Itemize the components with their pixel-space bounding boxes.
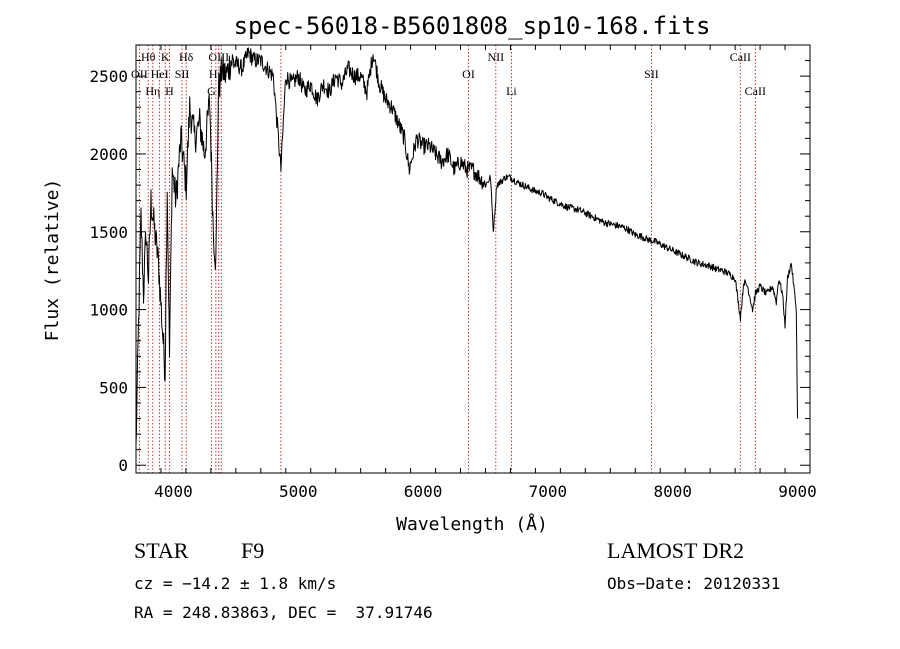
y-tick-label: 2500 [89,67,128,86]
series-layer [135,47,798,445]
x-tick-label: 9000 [778,482,817,501]
marker-label-10: G [207,84,216,98]
marker-label-15: CaII [730,50,751,64]
x-axis: 4000 5000 6000 7000 8000 9000 [135,45,817,501]
series-line-spectrum [135,47,798,445]
y-tick-label: 0 [118,456,128,475]
x-tick-label: 7000 [529,482,568,501]
y-axis-label: Flux (relative) [42,179,63,342]
y-axis: 0 500 1000 1500 2000 2500 [89,44,810,475]
x-tick-label: 5000 [279,482,318,501]
object-class: STAR [134,538,189,563]
line-markers: HθOIIHηKHeIHHδSIIOIIIHγGNIIOILiSIICaIICa… [131,45,766,473]
cz-value: cz = −14.2 ± 1.8 km/s [134,574,337,593]
y-tick-label: 2000 [89,145,128,164]
marker-label-16: CaII [745,84,766,98]
y-tick-label: 500 [99,378,128,397]
x-tick-label: 4000 [154,482,193,501]
marker-label-1: OII [131,67,148,81]
obs-date: Obs−Date: 20120331 [607,574,781,593]
marker-label-14: SII [644,67,659,81]
x-tick-label: 8000 [653,482,692,501]
x-axis-label: Wavelength (Å) [396,513,548,535]
object-subclass: F9 [241,538,265,563]
chart-title: spec-56018-B5601808_sp10-168.fits [234,12,711,40]
marker-label-11: NII [488,50,505,64]
marker-label-3: K [161,50,170,64]
y-tick-label: 1500 [89,223,128,242]
marker-label-4: HeI [151,67,169,81]
x-tick-label: 6000 [404,482,443,501]
y-tick-label: 1000 [89,301,128,320]
marker-label-13: Li [506,84,517,98]
marker-label-7: SII [175,67,190,81]
marker-label-5: H [165,84,174,98]
marker-label-12: OI [462,67,475,81]
marker-label-8: OIII [208,50,229,64]
survey-name: LAMOST DR2 [607,538,745,563]
marker-label-2: Hη [145,84,160,98]
marker-label-0: Hθ [141,50,156,64]
coordinates: RA = 248.83863, DEC = 37.91746 [134,603,433,622]
plot-frame [135,44,811,474]
marker-label-6: Hδ [179,50,194,64]
